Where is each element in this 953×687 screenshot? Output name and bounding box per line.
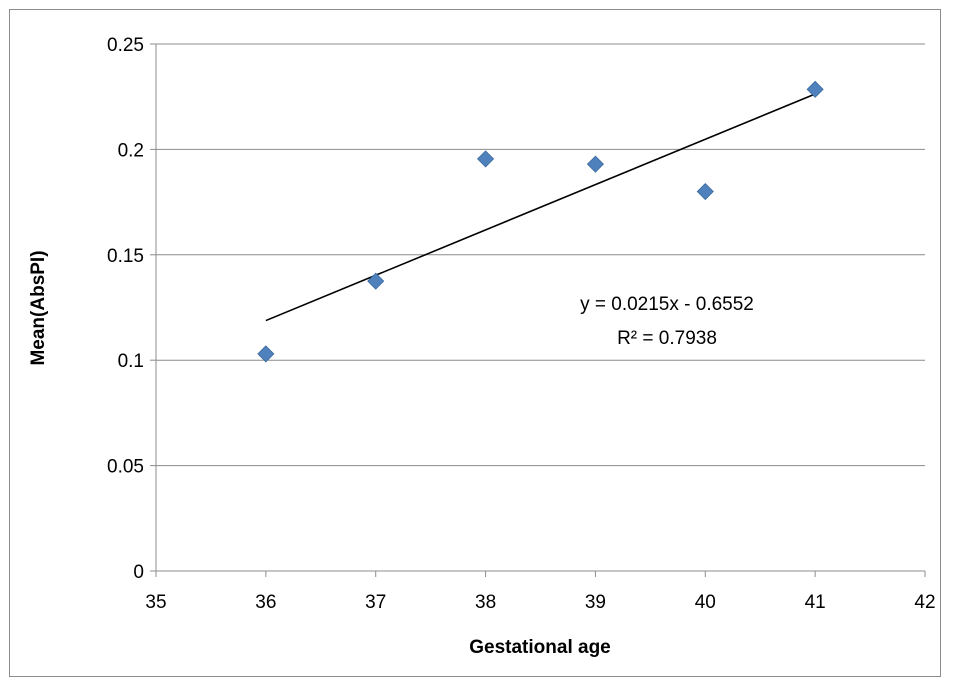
data-point: [696, 182, 714, 201]
y-axis-title: Mean(AbsPI): [28, 250, 49, 365]
data-point: [477, 150, 495, 168]
y-tick-labels: 0 0.05 0.1 0.15 0.2 0.25: [107, 35, 144, 583]
y-tick-label: 0.05: [107, 457, 144, 478]
trendline-equation: y = 0.0215x - 0.6552: [580, 294, 754, 315]
x-tick-labels: 35 36 37 38 39 40 41 42: [145, 592, 935, 613]
y-tick-label: 0.1: [118, 351, 144, 372]
data-point: [586, 155, 604, 173]
trendline-r-squared: R² = 0.7938: [617, 328, 717, 349]
x-axis-title: Gestational age: [469, 637, 611, 658]
trendline: [265, 93, 816, 322]
trendline-group: [265, 93, 816, 322]
y-tick-label: 0.2: [118, 140, 144, 161]
x-tick-label: 41: [805, 592, 826, 613]
data-point: [806, 80, 824, 98]
x-tick-label: 35: [145, 592, 166, 613]
y-tick-label: 0.25: [107, 35, 144, 56]
data-points: [257, 80, 824, 363]
x-tick-label: 36: [255, 592, 276, 613]
axes: [150, 43, 926, 577]
gridlines: [156, 43, 925, 467]
chart-frame: [9, 9, 941, 677]
x-tick-label: 39: [585, 592, 606, 613]
y-tick-label: 0.15: [107, 246, 144, 267]
y-tick-label: 0: [133, 562, 144, 583]
x-tick-label: 38: [475, 592, 496, 613]
x-tick-label: 42: [914, 592, 935, 613]
data-point: [257, 345, 275, 363]
data-point: [367, 272, 385, 290]
x-tick-label: 40: [695, 592, 716, 613]
x-tick-label: 37: [365, 592, 386, 613]
